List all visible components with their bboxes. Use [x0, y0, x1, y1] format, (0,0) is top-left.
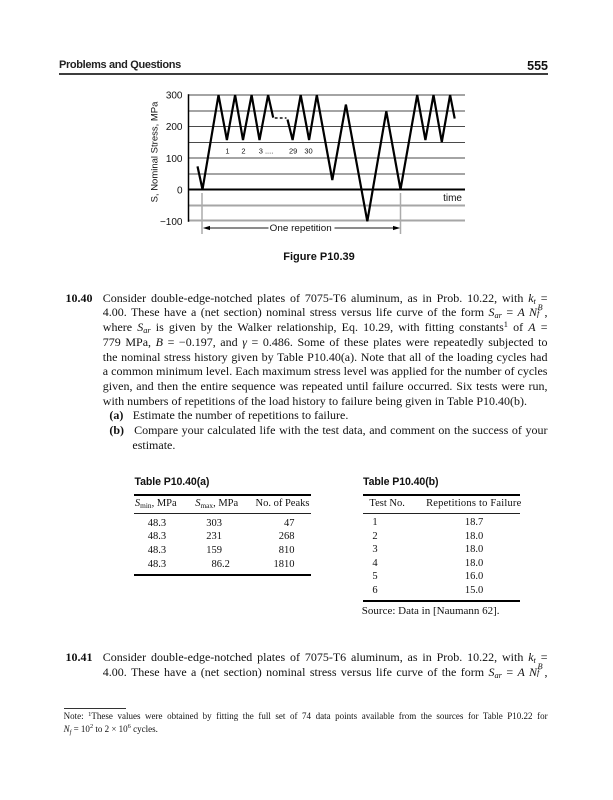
svg-text:3 ....: 3 ....	[259, 146, 274, 155]
svg-text:−100: −100	[160, 217, 183, 228]
svg-text:300: 300	[166, 91, 183, 102]
svg-text:0: 0	[177, 186, 183, 197]
svg-text:time: time	[443, 193, 462, 204]
svg-text:One repetition: One repetition	[270, 223, 332, 234]
svg-text:100: 100	[166, 154, 183, 165]
svg-text:2: 2	[241, 146, 245, 155]
svg-text:200: 200	[166, 122, 183, 133]
svg-text:29: 29	[289, 146, 297, 155]
svg-text:S, Nominal Stress, MPa: S, Nominal Stress, MPa	[150, 101, 161, 203]
svg-text:1: 1	[225, 146, 229, 155]
svg-text:30: 30	[304, 146, 312, 155]
